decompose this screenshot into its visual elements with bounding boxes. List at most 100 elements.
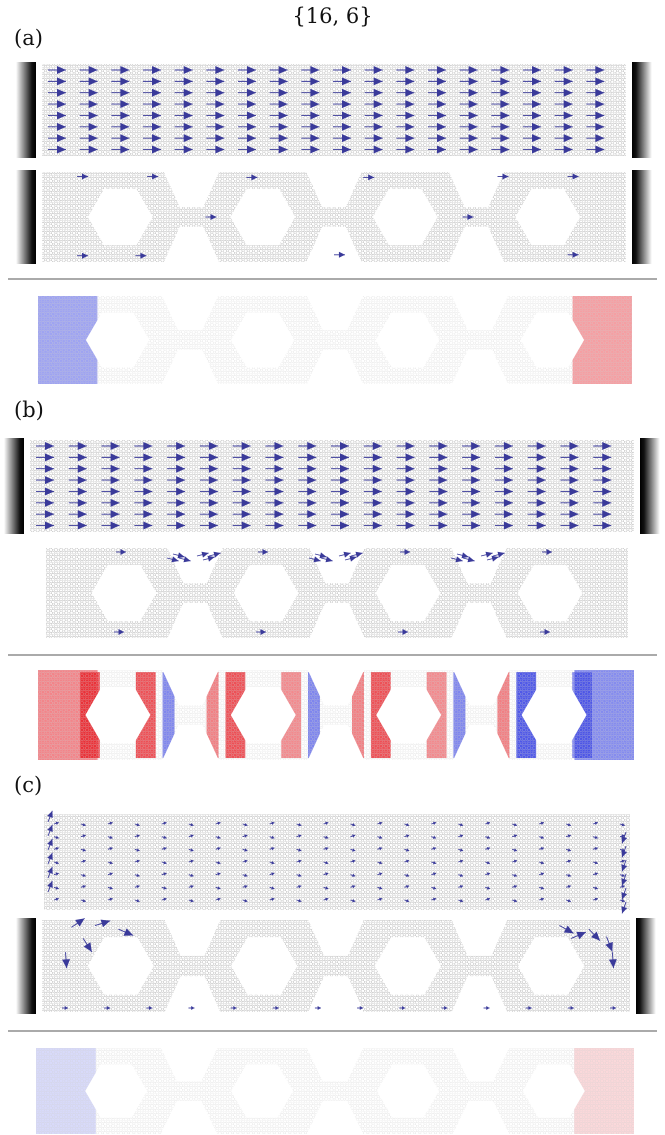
flow-arrow-head	[88, 134, 98, 143]
antidot-hole	[375, 564, 441, 622]
flow-arrow-head	[503, 521, 513, 530]
flow-arrow-head	[57, 122, 66, 131]
flow-arrow-head	[401, 1006, 406, 1010]
flow-arrow-head	[208, 453, 218, 462]
flow-arrow-head	[215, 66, 225, 74]
flow-arrow-head	[310, 111, 320, 120]
flow-arrow-head	[271, 860, 275, 865]
flow-arrow-head	[405, 476, 415, 485]
flow-arrow-head	[405, 77, 415, 86]
flow-arrow-head	[569, 510, 579, 519]
flow-arrow-head	[576, 931, 586, 940]
antidot-hole	[372, 188, 438, 246]
flow-arrow-head	[532, 88, 541, 97]
flow-arrow-head	[595, 88, 605, 97]
flow-arrow-head	[45, 464, 54, 473]
flow-arrow-head	[569, 453, 579, 462]
flow-arrow-head	[340, 510, 349, 519]
panels-layer	[4, 62, 660, 1135]
flow-arrow-head	[143, 510, 153, 519]
flow-arrow-head	[342, 111, 351, 120]
flow-arrow-head	[176, 498, 186, 507]
flow-arrow-head	[163, 846, 167, 851]
flow-arrow-head	[513, 859, 517, 864]
flow-arrow-head	[503, 510, 513, 519]
flow-arrow-head	[82, 884, 86, 889]
flow-arrow-head	[486, 835, 491, 840]
flow-arrow-head	[57, 88, 66, 97]
flow-arrow-head	[503, 453, 513, 462]
flow-arrow-head	[109, 835, 113, 840]
notch-bottom	[452, 1100, 510, 1135]
flow-arrow-head	[163, 860, 167, 865]
flow-arrow-head	[437, 145, 446, 154]
flow-arrow-head	[342, 134, 351, 143]
flow-arrow-head	[118, 629, 124, 635]
flow-arrow-head	[45, 476, 54, 485]
antidot-hole	[521, 686, 587, 744]
notch-top	[161, 669, 220, 706]
current-flow	[77, 173, 579, 259]
flow-arrow-head	[569, 476, 579, 485]
flow-arrow-head	[88, 145, 98, 154]
flow-arrow-head	[405, 442, 415, 450]
flow-arrow-head	[368, 174, 375, 181]
flow-arrow-head	[372, 498, 382, 507]
flow-arrow-head	[572, 251, 579, 258]
flow-arrow-head	[486, 1006, 490, 1010]
flow-arrow-head	[459, 834, 464, 838]
flow-arrow-head	[532, 100, 541, 109]
flow-arrow-head	[340, 476, 349, 485]
flow-arrow-head	[244, 898, 248, 903]
lead-left	[16, 918, 36, 1014]
flow-arrow-head	[342, 145, 351, 154]
antidot-hole	[91, 564, 157, 622]
flow-arrow-head	[88, 111, 98, 120]
flow-arrow-head	[373, 66, 383, 74]
flow-arrow-head	[244, 884, 248, 889]
flow-arrow-head	[567, 834, 571, 838]
flow-arrow-head	[177, 552, 185, 559]
ribbon-antidot	[42, 919, 630, 1013]
flow-arrow-head	[140, 252, 147, 259]
current-flow	[48, 66, 605, 154]
antidot-hole	[374, 937, 441, 995]
notch-bottom	[306, 1100, 364, 1135]
flow-arrow-head	[438, 476, 448, 485]
flow-arrow-head	[241, 487, 251, 496]
flow-arrow-head	[569, 464, 579, 473]
notch-bottom	[451, 602, 507, 639]
antidot-hole	[87, 188, 153, 246]
flow-arrow-head	[271, 846, 275, 851]
antidot-hole	[231, 1064, 293, 1118]
flow-arrow-head	[82, 822, 86, 827]
flow-arrow-head	[438, 453, 448, 462]
flow-arrow-head	[88, 77, 98, 86]
flow-arrow-head	[109, 897, 113, 902]
flow-arrow-head	[536, 510, 546, 519]
flow-arrow-head	[217, 835, 221, 840]
flow-arrow-head	[340, 453, 349, 462]
flow-arrow-head	[325, 872, 329, 876]
flow-arrow-head	[486, 897, 491, 902]
flow-arrow-head	[57, 134, 66, 143]
flow-arrow-head	[455, 556, 463, 563]
flow-arrow-head	[110, 498, 120, 507]
flow-arrow-head	[136, 834, 140, 838]
flow-arrow-head	[437, 100, 446, 109]
flow-arrow-head	[569, 442, 579, 450]
flow-arrow-head	[307, 521, 317, 530]
flow-arrow-head	[278, 111, 288, 120]
flow-arrow-head	[372, 476, 382, 485]
flow-arrow-head	[602, 442, 612, 450]
flow-arrow-head	[109, 886, 113, 890]
panel-label-a: (a)	[14, 26, 43, 50]
flow-arrow-head	[251, 174, 258, 181]
flow-arrow-head	[82, 848, 86, 852]
flow-arrow-head	[352, 834, 356, 838]
flow-arrow-head	[136, 859, 140, 864]
flow-arrow-head	[438, 464, 448, 473]
flow-arrow-head	[171, 556, 179, 563]
flow-arrow-head	[503, 442, 513, 450]
notch-top	[305, 171, 363, 208]
